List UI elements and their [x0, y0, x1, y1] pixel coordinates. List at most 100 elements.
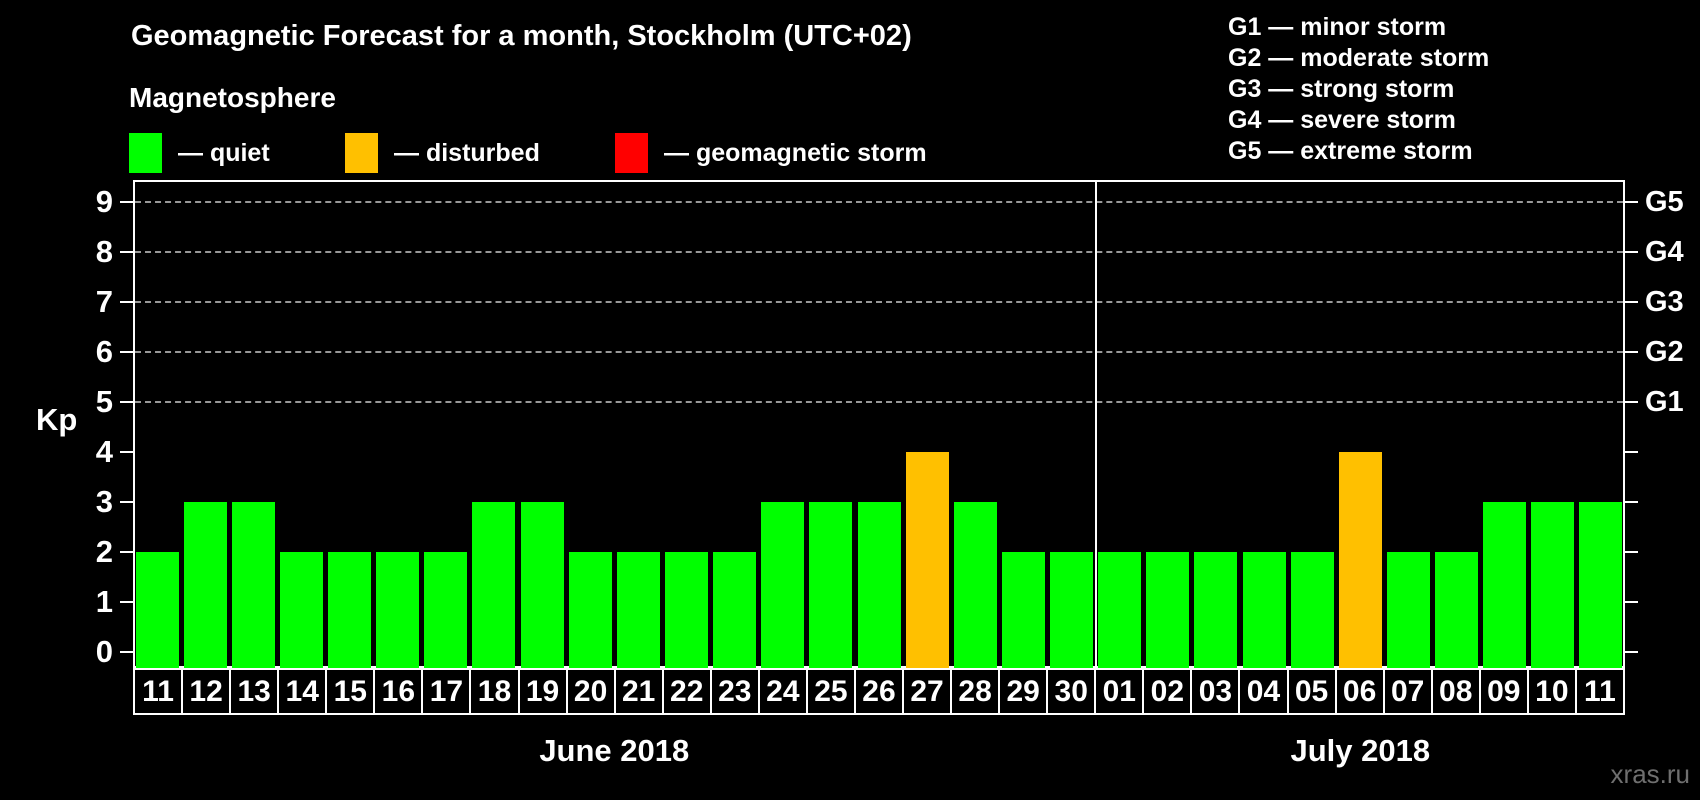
left-tick-kp0	[120, 651, 133, 653]
g-legend-line: G2 — moderate storm	[1228, 44, 1490, 72]
gridline-kp6	[135, 351, 1623, 353]
date-cell-06: 06	[1334, 670, 1383, 713]
date-cell-08: 08	[1430, 670, 1479, 713]
left-tick-kp5	[120, 401, 133, 403]
month-label-0: June 2018	[539, 733, 690, 768]
left-tick-kp3	[120, 501, 133, 503]
kp-bar-15	[328, 552, 372, 668]
date-cell-24: 24	[757, 670, 806, 713]
right-axis-label-g5: G5	[1645, 186, 1684, 218]
date-cell-12: 12	[181, 670, 229, 713]
g-scale-legend: G1 — minor storm G2 — moderate storm G3 — …	[1228, 12, 1489, 167]
left-tick-kp2	[120, 551, 133, 553]
date-cell-28: 28	[950, 670, 998, 713]
date-cell-05: 05	[1286, 670, 1335, 713]
left-tick-kp9	[120, 201, 133, 203]
gridline-kp9	[135, 201, 1623, 203]
right-tick-kp1	[1625, 601, 1638, 603]
date-cell-26: 26	[853, 670, 902, 713]
kp-bar-01	[1098, 552, 1142, 668]
date-cell-10: 10	[1526, 670, 1575, 713]
date-cell-29: 29	[998, 670, 1046, 713]
gridline-kp7	[135, 301, 1623, 303]
y-axis-title: Kp	[36, 402, 78, 437]
date-cell-30: 30	[1046, 670, 1094, 713]
left-tick-kp4	[120, 451, 133, 453]
kp-bar-16	[376, 552, 420, 668]
date-cell-03: 03	[1190, 670, 1238, 713]
left-tick-kp6	[120, 351, 133, 353]
kp-bar-02	[1146, 552, 1190, 668]
gridline-kp5	[135, 401, 1623, 403]
date-cell-22: 22	[661, 670, 710, 713]
legend-item-quiet: — quiet	[129, 133, 270, 173]
kp-bar-04	[1242, 552, 1286, 668]
right-axis-label-g4: G4	[1645, 236, 1684, 268]
kp-bar-21	[616, 552, 660, 668]
kp-bar-27	[905, 452, 949, 668]
date-cell-01: 01	[1094, 670, 1142, 713]
kp-bar-17	[424, 552, 468, 668]
kp-bar-07	[1386, 552, 1430, 668]
right-tick-kp9	[1625, 201, 1638, 203]
right-tick-kp4	[1625, 451, 1638, 453]
date-cell-04: 04	[1238, 670, 1286, 713]
right-tick-kp8	[1625, 251, 1638, 253]
y-axis-label-5: 5	[95, 384, 113, 419]
chart-title: Geomagnetic Forecast for a month, Stockh…	[131, 20, 912, 52]
disturbed-color-swatch	[345, 133, 378, 173]
y-axis-label-2: 2	[95, 534, 113, 569]
date-cell-09: 09	[1478, 670, 1527, 713]
left-tick-kp8	[120, 251, 133, 253]
date-cell-18: 18	[469, 670, 517, 713]
kp-bar-10	[1531, 502, 1575, 668]
y-axis-label-0: 0	[95, 634, 113, 669]
legend-item-disturbed: — disturbed	[345, 133, 540, 173]
kp-bar-20	[568, 552, 612, 668]
kp-bar-11	[135, 552, 179, 668]
y-axis-label-4: 4	[95, 434, 113, 469]
watermark: xras.ru	[1610, 759, 1690, 789]
kp-bar-14	[279, 552, 323, 668]
left-tick-kp1	[120, 601, 133, 603]
kp-bar-24	[761, 502, 805, 668]
quiet-color-swatch	[129, 133, 162, 173]
date-cell-13: 13	[229, 670, 277, 713]
kp-bar-13	[231, 502, 275, 668]
kp-bar-29	[1001, 552, 1045, 668]
gridline-kp8	[135, 251, 1623, 253]
date-cell-15: 15	[325, 670, 373, 713]
kp-bar-23	[713, 552, 757, 668]
legend-label-storm: — geomagnetic storm	[664, 138, 927, 167]
y-axis-label-8: 8	[95, 234, 113, 269]
date-cell-14: 14	[277, 670, 325, 713]
left-tick-kp7	[120, 301, 133, 303]
right-axis-label-g3: G3	[1645, 286, 1684, 318]
legend-item-storm: — geomagnetic storm	[615, 133, 927, 173]
legend-label-disturbed: — disturbed	[394, 138, 540, 167]
right-axis-label-g1: G1	[1645, 386, 1684, 418]
kp-bar-30	[1050, 552, 1094, 668]
kp-bar-18	[472, 502, 516, 668]
kp-bar-08	[1435, 552, 1479, 668]
y-axis-label-9: 9	[95, 184, 113, 219]
chart-subtitle: Magnetosphere	[129, 82, 336, 113]
y-axis-label-6: 6	[95, 334, 113, 369]
y-axis-label-3: 3	[95, 484, 113, 519]
right-tick-kp7	[1625, 301, 1638, 303]
kp-bar-28	[953, 502, 997, 668]
date-cell-11: 11	[1574, 670, 1623, 713]
date-cell-25: 25	[805, 670, 854, 713]
right-axis-label-g2: G2	[1645, 336, 1684, 368]
right-tick-kp0	[1625, 651, 1638, 653]
right-tick-kp5	[1625, 401, 1638, 403]
kp-bar-12	[183, 502, 227, 668]
date-cell-17: 17	[421, 670, 469, 713]
kp-bar-25	[809, 502, 853, 668]
month-label-1: July 2018	[1290, 733, 1431, 768]
date-cell-16: 16	[373, 670, 421, 713]
date-cell-20: 20	[565, 670, 614, 713]
kp-bar-09	[1483, 502, 1527, 668]
legend-label-quiet: — quiet	[178, 138, 270, 167]
